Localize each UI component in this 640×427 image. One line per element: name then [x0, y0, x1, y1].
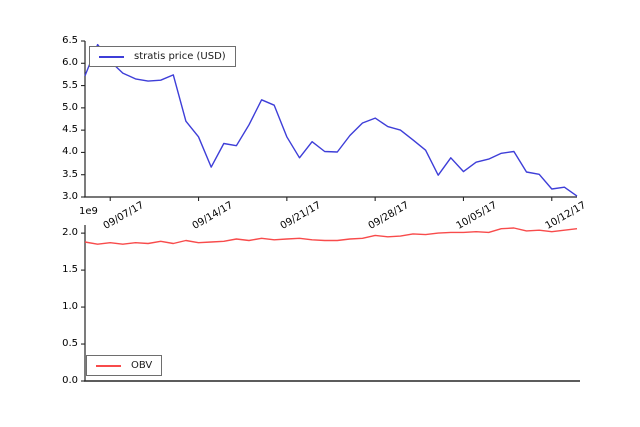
- y-tick-label: 0.5: [62, 338, 78, 350]
- legend-obv: OBV: [86, 355, 163, 376]
- legend-line-sample-price-icon: [99, 55, 124, 58]
- price-line: [84, 43, 578, 197]
- legend-line-sample-obv-icon: [96, 364, 121, 367]
- y-tick-label: 3.5: [62, 168, 78, 180]
- obv-line: [84, 227, 578, 245]
- y-tick-label: 1.0: [62, 301, 78, 313]
- legend-label-obv: OBV: [131, 360, 153, 371]
- y-tick-label: 2.0: [62, 227, 78, 239]
- y-tick-label: 5.0: [62, 101, 78, 113]
- y-tick-label: 6.5: [62, 35, 78, 46]
- y-tick-label: 1.5: [62, 264, 78, 276]
- legend-label-price: stratis price (USD): [134, 51, 226, 62]
- y-tick-label: 6.0: [62, 57, 78, 69]
- y-tick-label: 0.0: [62, 375, 78, 386]
- obv-axis-offset-multiplier: 1e9: [79, 206, 98, 217]
- y-tick-label: 4.5: [62, 124, 78, 136]
- legend-price: stratis price (USD): [89, 46, 236, 67]
- y-tick-label: 4.0: [62, 146, 78, 158]
- y-tick-label: 3.0: [62, 191, 78, 202]
- y-tick-label: 5.5: [62, 79, 78, 91]
